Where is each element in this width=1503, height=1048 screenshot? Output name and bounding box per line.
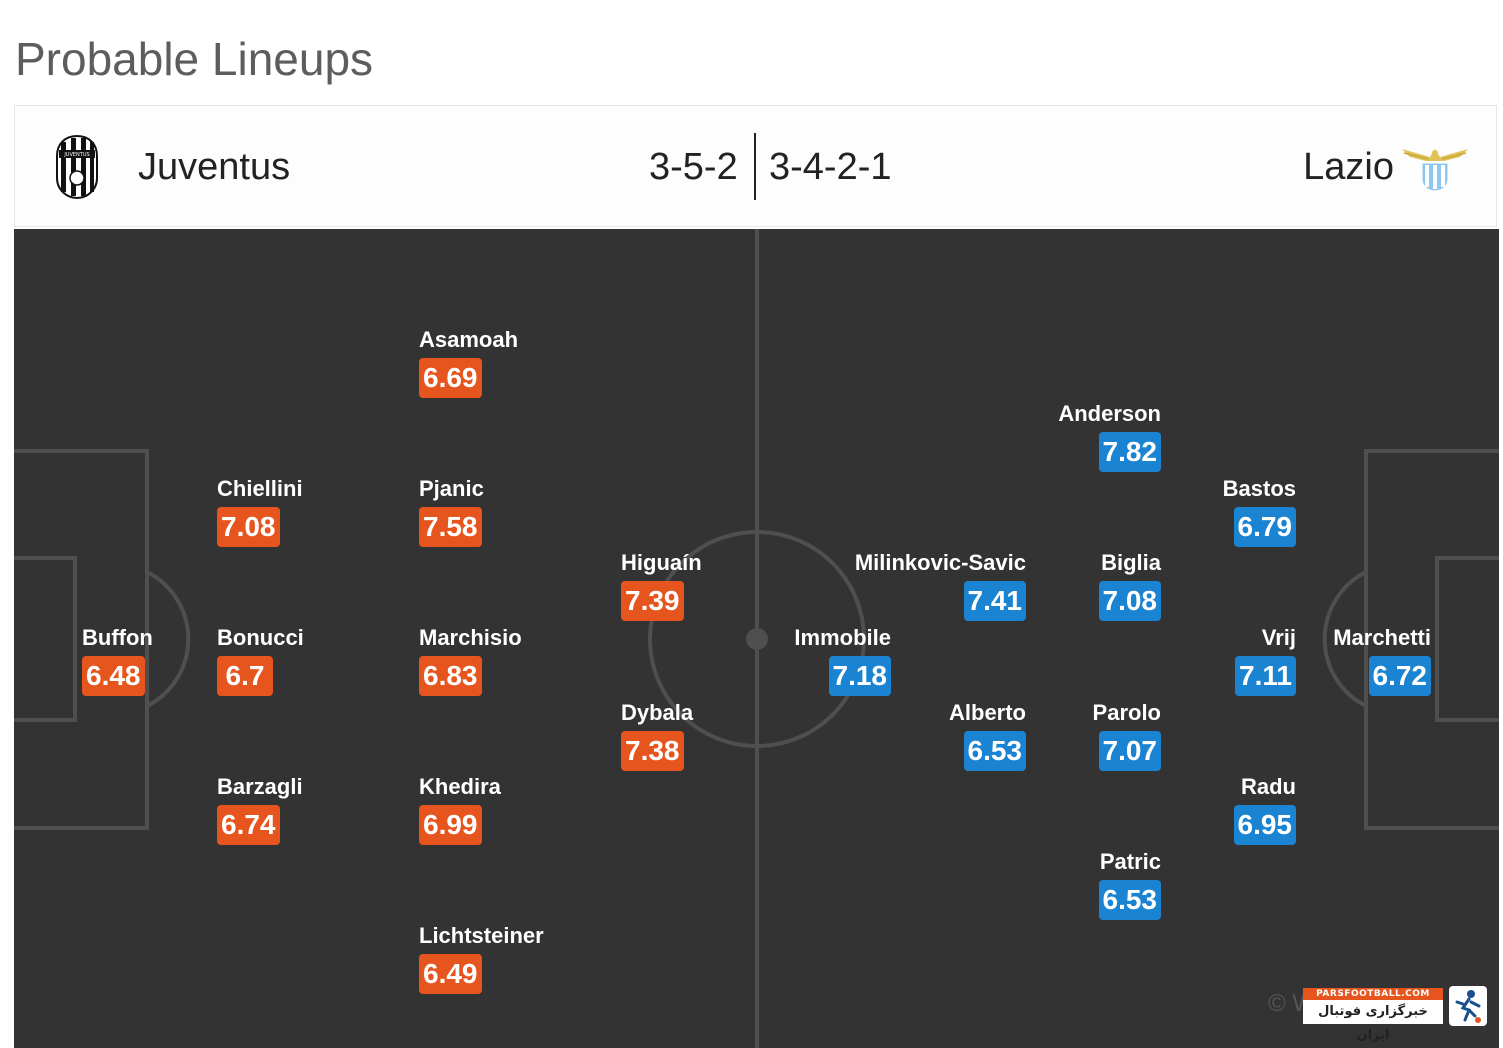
player-home-chiellini[interactable]: Chiellini 7.08 [217,476,303,547]
player-name: Dybala [621,700,694,725]
player-rating: 7.08 [217,507,280,547]
player-rating: 6.53 [963,731,1026,771]
watermark-site-label: PARSFOOTBALL.COM [1303,988,1443,1000]
player-rating: 6.79 [1233,507,1296,547]
player-rating: 7.58 [419,507,482,547]
player-home-dybala[interactable]: Dybala 7.38 [621,700,693,771]
player-rating: 7.18 [828,656,891,696]
player-rating: 6.53 [1098,880,1161,920]
player-name: Marchisio [419,625,522,650]
player-rating: 7.41 [963,581,1026,621]
player-rating: 7.07 [1098,731,1161,771]
player-name: Lichtsteiner [419,923,544,948]
svg-text:JUVENTUS: JUVENTUS [63,152,89,158]
player-away-immobile[interactable]: Immobile 7.18 [794,625,891,696]
player-home-higuain[interactable]: Higuaín 7.39 [621,550,702,621]
player-away-radu[interactable]: Radu 6.95 [1233,774,1296,845]
player-home-marchisio[interactable]: Marchisio 6.83 [419,625,522,696]
player-away-milinkovic-savic[interactable]: Milinkovic-Savic 7.41 [855,550,1026,621]
juventus-crest-icon: JUVENTUS [56,134,98,200]
player-home-barzagli[interactable]: Barzagli 6.74 [217,774,303,845]
player-name: Pjanic [419,476,484,501]
player-name: Khedira [419,774,501,799]
home-team-name: Juventus [138,146,291,188]
player-name: Milinkovic-Savic [854,550,1026,575]
player-home-pjanic[interactable]: Pjanic 7.58 [419,476,484,547]
player-rating: 6.49 [419,954,482,994]
away-team-name: Lazio [1303,146,1394,188]
player-home-bonucci[interactable]: Bonucci 6.7 [217,625,304,696]
match-header: JUVENTUS Juventus 3-5-2 3-4-2-1 Lazio [14,105,1497,227]
player-away-vrij[interactable]: Vrij 7.11 [1235,625,1296,696]
player-home-asamoah[interactable]: Asamoah 6.69 [419,327,518,398]
player-name: Bastos [1222,476,1296,501]
player-rating: 6.48 [82,656,145,696]
player-rating: 7.82 [1098,432,1161,472]
player-away-alberto[interactable]: Alberto 6.53 [949,700,1026,771]
player-name: Marchetti [1333,625,1431,650]
player-rating: 7.39 [621,581,684,621]
player-rating: 6.7 [217,656,273,696]
player-away-anderson[interactable]: Anderson 7.82 [1058,401,1161,472]
player-rating: 6.95 [1233,805,1296,845]
player-name: Alberto [949,700,1026,725]
player-away-biglia[interactable]: Biglia 7.08 [1098,550,1161,621]
pitch-markings [14,229,1499,1048]
player-name: Buffon [82,625,153,650]
player-name: Higuaín [621,550,702,575]
player-name: Chiellini [217,476,303,501]
player-name: Patric [1099,849,1161,874]
player-away-bastos[interactable]: Bastos 6.79 [1223,476,1296,547]
player-away-parolo[interactable]: Parolo 7.07 [1093,700,1161,771]
lazio-crest-icon [1402,149,1468,192]
pitch: Buffon 6.48 Chiellini 7.08 Bonucci 6.7 B… [14,229,1499,1048]
player-name: Immobile [794,625,891,650]
player-name: Vrij [1261,625,1296,650]
player-rating: 6.74 [217,805,280,845]
page-title: Probable Lineups [15,33,374,85]
player-rating: 7.38 [621,731,684,771]
home-formation: 3-5-2 [649,146,738,188]
player-rating: 6.72 [1368,656,1431,696]
player-away-marchetti[interactable]: Marchetti 6.72 [1333,625,1431,696]
player-name: Parolo [1092,700,1161,725]
player-name: Barzagli [217,774,303,799]
player-name: Biglia [1101,550,1161,575]
player-name: Radu [1241,774,1296,799]
parsfootball-watermark: PARSFOOTBALL.COM خبرگزاری فوتبال ایران [1303,986,1487,1043]
player-away-patric[interactable]: Patric 6.53 [1098,849,1161,920]
player-rating: 7.11 [1235,656,1296,696]
player-name: Bonucci [217,625,304,650]
player-home-lichtsteiner[interactable]: Lichtsteiner 6.49 [419,923,544,994]
player-home-buffon[interactable]: Buffon 6.48 [82,625,153,696]
player-name: Asamoah [419,327,519,352]
player-rating: 6.83 [419,656,482,696]
player-rating: 6.99 [419,805,482,845]
watermark-tagline: خبرگزاری فوتبال ایران [1303,1000,1443,1043]
formation-divider [754,133,756,200]
player-name: Anderson [1058,401,1161,426]
player-rating: 6.69 [419,358,482,398]
player-rating: 7.08 [1098,581,1161,621]
footballer-logo-icon [1449,986,1487,1026]
away-formation: 3-4-2-1 [769,146,892,188]
player-home-khedira[interactable]: Khedira 6.99 [419,774,501,845]
